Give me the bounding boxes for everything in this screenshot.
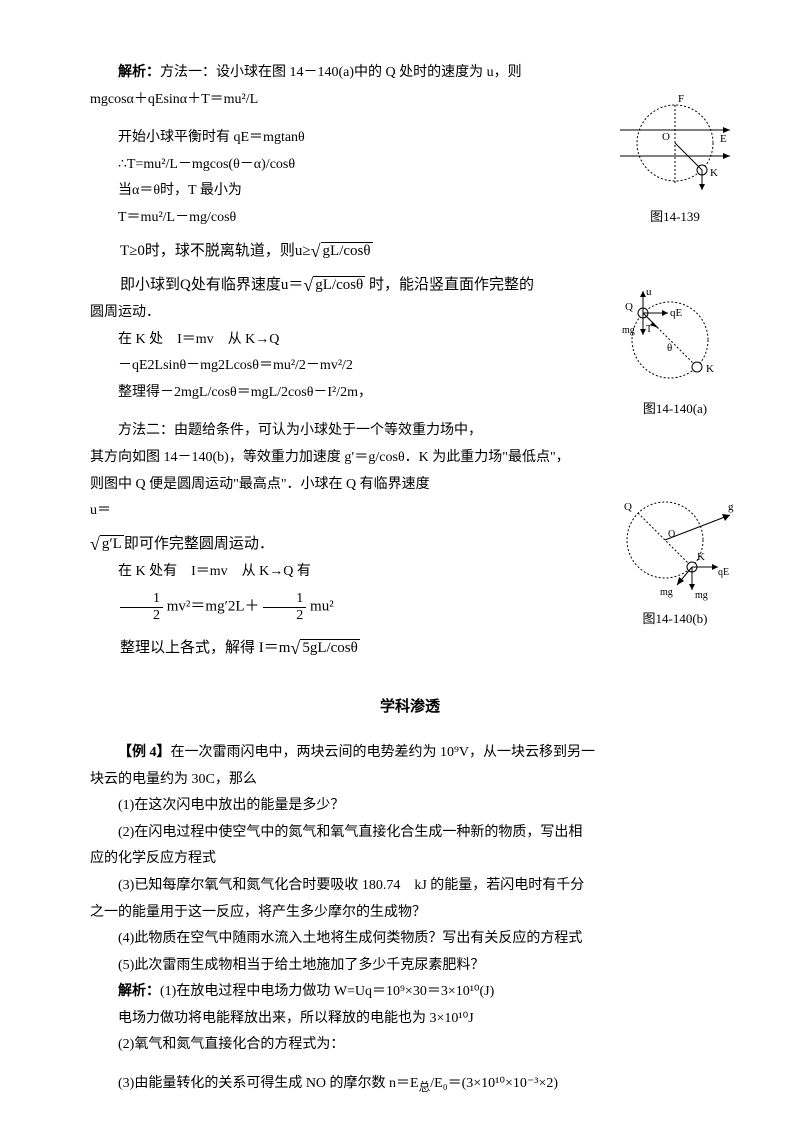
label-theta: θ	[667, 342, 672, 354]
label-mg: mg	[622, 325, 635, 336]
ex4-q5: (5)此次雷雨生成物相当于给土地施加了多少千克尿素肥料？	[90, 953, 730, 980]
m2-l8: 整理以上各式，解得 I＝m√5gL/cosθ	[90, 629, 730, 663]
ex4-q3: (3)已知每摩尔氧气和氮气化合时要吸收 180.74 kJ 的能量，若闪电时有千…	[90, 873, 730, 900]
label-Ob: O	[668, 529, 675, 540]
ex4-q3b: 之一的能量用于这一反应，将产生多少摩尔的生成物？	[90, 900, 730, 927]
label-g: g	[728, 501, 734, 513]
m2-label: 方法二：	[118, 423, 174, 438]
label-u: u	[646, 286, 652, 298]
label-F: F	[678, 93, 684, 105]
ex4-intro2: 块云的电量约为 30C，那么	[90, 767, 730, 794]
label-Qb: Q	[624, 501, 632, 513]
label-T: T	[646, 324, 652, 335]
figure-14-140b: Q g O K qE mg mg 图14-140(b)	[610, 490, 740, 632]
ex4-label: 【例 4】	[118, 745, 171, 760]
figure-14-139: F O E K 图14-139	[610, 88, 740, 230]
m2-l2: 其方向如图 14－140(b)，等效重力加速度 g′＝g/cosθ．K 为此重力…	[90, 445, 730, 472]
ex4-ans-label: 解析：	[118, 984, 160, 999]
ex4-q1: (1)在这次闪电中放出的能量是多少？	[90, 793, 730, 820]
label-qEb: qE	[718, 567, 729, 578]
m2-l1: 由题给条件，可认为小球处于一个等效重力场中，	[174, 423, 482, 438]
ex4-ans: 解析：(1)在放电过程中电场力做功 W=Uq＝10⁹×30＝3×10¹⁰(J)	[90, 979, 730, 1006]
label-mgp: mg	[660, 587, 673, 598]
label-K: K	[706, 363, 714, 375]
m2-line1: 方法二：由题给条件，可认为小球处于一个等效重力场中，	[90, 418, 730, 445]
label-E: E	[720, 133, 727, 145]
m1-l6: T≥0时，球不脱离轨道，则u≥√gL/cosθ	[90, 232, 730, 266]
solution-header: 解析：	[118, 65, 160, 80]
section-title: 学科渗透	[90, 693, 730, 722]
ex4-a1: (1)在放电过程中电场力做功 W=Uq＝10⁹×30＝3×10¹⁰(J)	[160, 984, 494, 999]
ex4-q4: (4)此物质在空气中随雨水流入土地将生成何类物质？写出有关反应的方程式	[90, 926, 730, 953]
label-qE: qE	[670, 307, 683, 319]
ex4-intro: 【例 4】在一次雷雨闪电中，两块云间的电势差约为 10⁹V，从一块云移到另一	[90, 740, 730, 767]
ex4-a1b: 电场力做功将电能释放出来，所以释放的电能也为 3×10¹⁰J	[90, 1006, 730, 1033]
figure-14-140a: Q u qE mg T θ K 图14-140(a)	[610, 285, 740, 422]
ex4-intro1: 在一次雷雨闪电中，两块云间的电势差约为 10⁹V，从一块云移到另一	[171, 745, 596, 760]
figure-caption-139: 图14-139	[610, 205, 740, 230]
ex4-a3: (3)由能量转化的关系可得生成 NO 的摩尔数 n＝E总/E₀＝(3×10¹⁰×…	[90, 1071, 730, 1099]
m1-l1: 设小球在图 14－140(a)中的 Q 处时的速度为 u，则	[216, 65, 522, 80]
label-Q: Q	[625, 301, 633, 313]
label-O: O	[662, 131, 670, 143]
label-K: K	[710, 167, 718, 179]
m1-line1: 解析：方法一：设小球在图 14－140(a)中的 Q 处时的速度为 u，则	[90, 60, 730, 87]
ex4-q2b: 应的化学反应方程式	[90, 846, 730, 873]
label-mgb: mg	[695, 590, 708, 601]
label-Kb: K	[697, 551, 705, 563]
m1-label: 方法一：	[160, 65, 216, 80]
ex4-q2: (2)在闪电过程中使空气中的氮气和氧气直接化合生成一种新的物质，写出相	[90, 820, 730, 847]
page-content: F O E K 图14-139 Q u qE mg T θ K	[90, 60, 730, 1099]
ex4-a2: (2)氧气和氮气直接化合的方程式为：	[90, 1032, 730, 1059]
figure-caption-140a: 图14-140(a)	[610, 397, 740, 422]
figure-caption-140b: 图14-140(b)	[610, 607, 740, 632]
